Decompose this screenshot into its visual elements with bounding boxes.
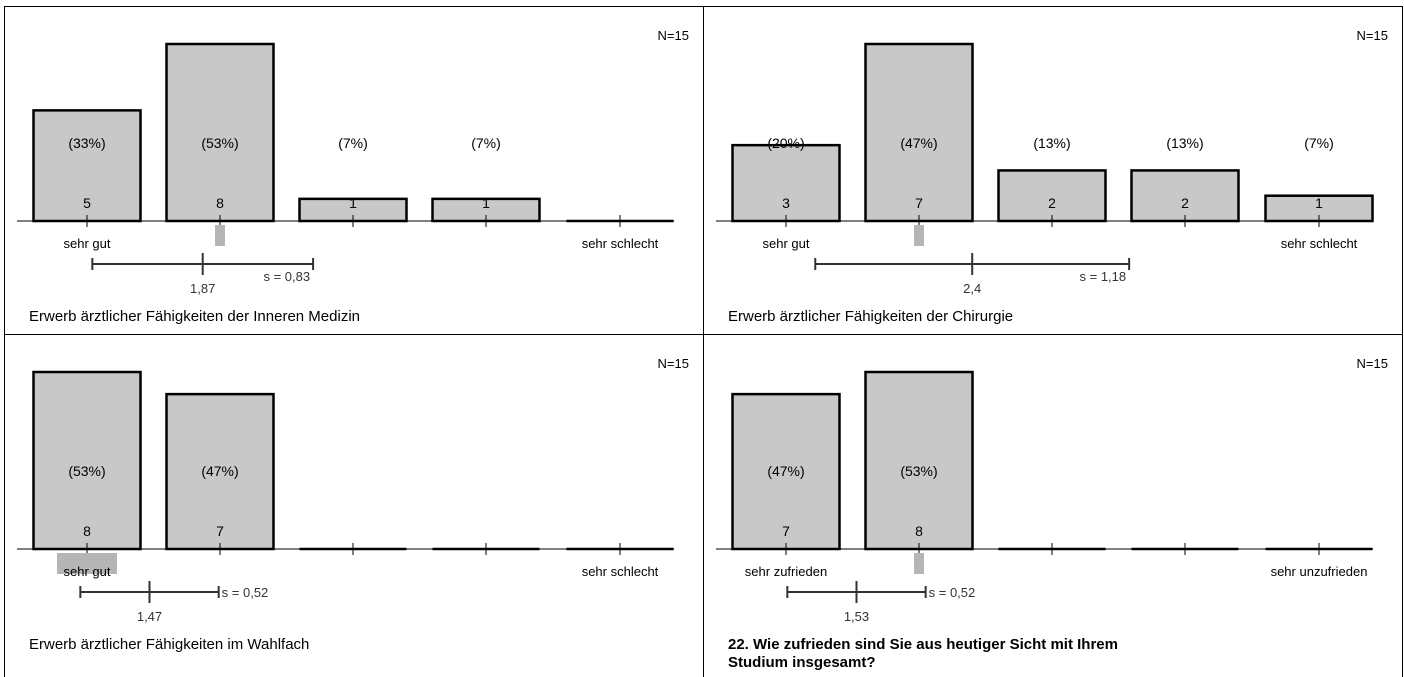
percent-label-3: (13%) xyxy=(1033,135,1070,151)
percent-label-4: (7%) xyxy=(471,135,501,151)
sd-label: s = 0,52 xyxy=(929,585,976,600)
grid-border-right xyxy=(1402,6,1403,677)
bar-1 xyxy=(32,109,142,223)
bar-4 xyxy=(1130,169,1240,223)
sd-label: s = 1,18 xyxy=(1080,269,1127,284)
bar-1 xyxy=(731,392,841,551)
median-marker xyxy=(57,553,117,574)
count-label-1: 3 xyxy=(782,195,790,211)
percent-label-3: (7%) xyxy=(338,135,368,151)
count-label-2: 7 xyxy=(216,523,224,539)
count-label-1: 5 xyxy=(83,195,91,211)
n-label: N=15 xyxy=(1357,28,1388,43)
anchor-left: sehr zufrieden xyxy=(745,564,827,579)
anchor-left: sehr gut xyxy=(64,564,111,579)
grid-border-left xyxy=(4,6,5,677)
anchor-right: sehr unzufrieden xyxy=(1271,564,1368,579)
n-label: N=15 xyxy=(658,356,689,371)
chart-panel-elective: (53%) (47%) 8 7 sehr gut sehr schlecht 1,47 s =… xyxy=(4,334,703,677)
bar-2 xyxy=(864,42,974,223)
percent-label-1: (33%) xyxy=(68,135,105,151)
percent-label-1: (47%) xyxy=(767,463,804,479)
chart-panel-surgery: (20%) (47%) (13%) (13%) (7%) 3 7 2 2 1 sehr gut seh… xyxy=(703,6,1402,334)
percent-label-1: (20%) xyxy=(767,135,804,151)
percent-label-2: (53%) xyxy=(900,463,937,479)
sd-label: s = 0,52 xyxy=(222,585,269,600)
percent-label-4: (13%) xyxy=(1166,135,1203,151)
anchor-right: sehr schlecht xyxy=(582,564,659,579)
sd-label: s = 0,83 xyxy=(263,269,310,284)
panel-title: Erwerb ärztlicher Fähigkeiten der Innere… xyxy=(29,308,360,325)
panel-title: 22. Wie zufrieden sind Sie aus heutiger … xyxy=(728,636,1118,671)
percent-label-5: (7%) xyxy=(1304,135,1334,151)
panel-title: Erwerb ärztlicher Fähigkeiten der Chirur… xyxy=(728,308,1013,325)
count-label-4: 2 xyxy=(1181,195,1189,211)
count-label-3: 1 xyxy=(349,195,357,211)
mean-label: 1,53 xyxy=(844,609,869,624)
percent-label-2: (53%) xyxy=(201,135,238,151)
chart-panel-inner-medicine: (33%) (53%) (7%) (7%) 5 8 1 1 sehr gut sehr schle… xyxy=(4,6,703,334)
bar-2 xyxy=(165,42,275,223)
anchor-left: sehr gut xyxy=(64,236,111,251)
anchor-right: sehr schlecht xyxy=(582,236,659,251)
percent-label-2: (47%) xyxy=(201,463,238,479)
bar-3 xyxy=(997,169,1107,223)
count-label-1: 7 xyxy=(782,523,790,539)
median-marker xyxy=(914,553,924,574)
count-label-1: 8 xyxy=(83,523,91,539)
n-label: N=15 xyxy=(658,28,689,43)
count-label-3: 2 xyxy=(1048,195,1056,211)
mean-label: 2,4 xyxy=(963,281,981,296)
percent-label-1: (53%) xyxy=(68,463,105,479)
count-label-2: 8 xyxy=(915,523,923,539)
chart-svg: (53%) (47%) 8 7 sehr gut sehr schlecht 1,47 s =… xyxy=(17,356,689,653)
median-marker xyxy=(215,225,225,246)
count-label-4: 1 xyxy=(482,195,490,211)
chart-panel-satisfaction: (47%) (53%) 7 8 sehr zufrieden sehr unzufried… xyxy=(703,334,1402,677)
grid-divider-vertical xyxy=(703,6,704,677)
count-label-2: 7 xyxy=(915,195,923,211)
panel-title: Erwerb ärztlicher Fähigkeiten im Wahlfac… xyxy=(29,636,309,653)
bar-1 xyxy=(731,143,841,223)
chart-svg: (20%) (47%) (13%) (13%) (7%) 3 7 2 2 1 sehr gut seh… xyxy=(716,28,1388,325)
bar-1 xyxy=(32,370,142,551)
bar-2 xyxy=(864,370,974,551)
anchor-left: sehr gut xyxy=(763,236,810,251)
grid-divider-horizontal xyxy=(4,334,1403,335)
count-label-2: 8 xyxy=(216,195,224,211)
n-label: N=15 xyxy=(1357,356,1388,371)
mean-label: 1,47 xyxy=(137,609,162,624)
bar-2 xyxy=(165,392,275,551)
count-label-5: 1 xyxy=(1315,195,1323,211)
chart-svg: (47%) (53%) 7 8 sehr zufrieden sehr unzufried… xyxy=(716,356,1388,671)
anchor-right: sehr schlecht xyxy=(1281,236,1358,251)
median-marker xyxy=(914,225,924,246)
mean-label: 1,87 xyxy=(190,281,215,296)
percent-label-2: (47%) xyxy=(900,135,937,151)
